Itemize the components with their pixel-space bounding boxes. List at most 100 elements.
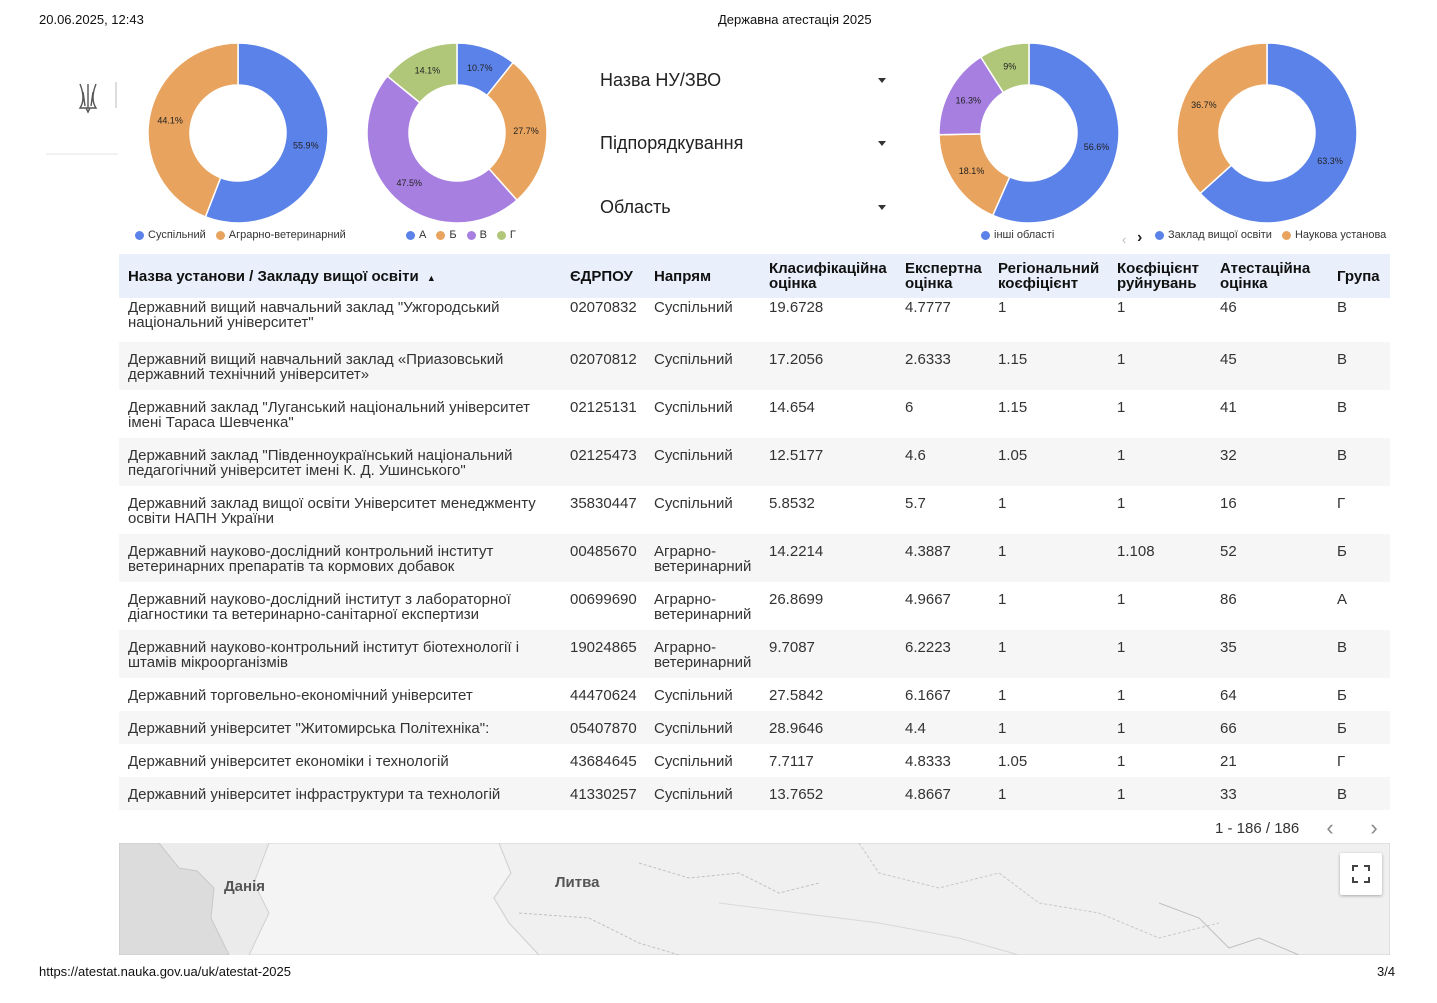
donut-slice[interactable]	[1176, 42, 1268, 195]
column-header-direction[interactable]: Напрям	[654, 268, 712, 285]
table-cell: Державний науково-контрольний інститут б…	[128, 639, 520, 671]
table-header: Назва установи / Закладу вищої освіти ▲ …	[119, 254, 1390, 298]
column-header-name[interactable]: Назва установи / Закладу вищої освіти ▲	[128, 269, 436, 286]
table-cell: 1	[998, 639, 1007, 656]
legend-item[interactable]: Б	[436, 229, 457, 241]
table-cell: 1.05	[998, 447, 1028, 464]
table-cell: Державний університет "Житомирська Політ…	[128, 720, 490, 737]
donut-slice[interactable]	[147, 42, 239, 218]
table-cell: Державний університет економіки і технол…	[128, 753, 449, 770]
filter-institution-name[interactable]: Назва НУ/ЗВО	[600, 65, 890, 95]
table-row[interactable]: Державний науково-дослідний інститут з л…	[119, 582, 1390, 630]
map-view[interactable]: Данія Литва	[119, 843, 1390, 955]
filter-subordination[interactable]: Підпорядкування	[600, 128, 890, 158]
column-header-edrpou[interactable]: ЄДРПОУ	[570, 268, 633, 285]
donut-slice[interactable]	[979, 42, 1030, 94]
table-cell: 33	[1220, 786, 1237, 803]
legend-dot	[1281, 230, 1291, 240]
table-row[interactable]: Державний університет економіки і технол…	[119, 744, 1390, 777]
table-cell: 02125131	[570, 399, 637, 416]
legend-next-icon[interactable]: ›	[1137, 229, 1143, 246]
filter-region[interactable]: Область	[600, 192, 890, 222]
table-row[interactable]: Державний заклад вищої освіти Університе…	[119, 486, 1390, 534]
column-header-destruction[interactable]: Коєфіцієнт руйнувань	[1117, 260, 1199, 292]
table-row[interactable]: Державний торговельно-економічний універ…	[119, 678, 1390, 711]
table-cell: 1	[1117, 399, 1126, 416]
donut-slice-label: 44.1%	[157, 115, 183, 125]
column-header-attestation[interactable]: Атестаційна оцінка	[1220, 260, 1311, 292]
donut-slice[interactable]	[485, 61, 548, 202]
table-row[interactable]: Державний науково-контрольний інститут б…	[119, 630, 1390, 678]
table-cell: 1	[998, 495, 1007, 512]
table-row[interactable]: Державний заклад "Південноукраїнський на…	[119, 438, 1390, 486]
table-cell: 28.9646	[769, 720, 824, 737]
dropdown-arrow-icon	[878, 140, 886, 146]
table-cell: 1	[1117, 351, 1126, 368]
table-cell: 46	[1220, 299, 1237, 316]
legend-item[interactable]: інші області	[981, 229, 1054, 241]
table-cell: Державний науково-дослідний інститут з л…	[128, 591, 511, 623]
table-cell: Аграрно-ветеринарний	[654, 543, 752, 575]
column-header-expert[interactable]: Експертна оцінка	[905, 260, 982, 292]
table-cell: 19.6728	[769, 299, 824, 316]
table-row[interactable]: Державний вищий навчальний заклад «Приаз…	[119, 342, 1390, 390]
table-body: Державний вищий навчальний заклад "Ужгор…	[119, 298, 1390, 810]
map-background	[119, 843, 1390, 955]
table-cell: Аграрно-ветеринарний	[654, 639, 752, 671]
column-header-regional[interactable]: Регіональний коєфіцієнт	[998, 260, 1100, 292]
table-cell: 1.05	[998, 753, 1028, 770]
table-cell: 1	[1117, 591, 1126, 608]
donut-slice[interactable]	[1199, 42, 1358, 224]
legend-item[interactable]: Аграрно-ветеринарний	[215, 229, 346, 241]
donut-slice-label: 18.1%	[959, 166, 985, 176]
table-cell: 4.8333	[905, 753, 951, 770]
fullscreen-button[interactable]	[1340, 853, 1382, 895]
column-header-group[interactable]: Група	[1337, 268, 1380, 285]
table-cell: 1	[1117, 447, 1126, 464]
table-cell: 4.3887	[905, 543, 951, 560]
donut-slice-label: 56.6%	[1084, 142, 1110, 152]
map-label-denmark: Данія	[224, 878, 266, 895]
legend-item[interactable]: Суспільний	[135, 229, 206, 241]
table-cell: Суспільний	[654, 687, 733, 704]
table-row[interactable]: Державний університет інфраструктури та …	[119, 777, 1390, 810]
donut-slice[interactable]	[366, 75, 519, 224]
legend-group: А Б В Г	[406, 229, 516, 241]
table-cell: Державний заклад вищої освіти Університе…	[128, 495, 536, 527]
table-row[interactable]: Державний університет "Житомирська Політ…	[119, 711, 1390, 744]
donut-slice[interactable]	[204, 42, 329, 224]
donut-slice-label: 9%	[1003, 62, 1016, 72]
table-cell: 1	[998, 299, 1007, 316]
filter-label: Назва НУ/ЗВО	[600, 69, 722, 90]
table-cell: В	[1337, 447, 1348, 464]
table-cell: 27.5842	[769, 687, 824, 704]
chevron-right-icon[interactable]: ›	[1370, 815, 1378, 840]
table-cell: 1.15	[998, 351, 1028, 368]
legend-item[interactable]: А	[406, 229, 426, 241]
donut-slice[interactable]	[386, 42, 458, 104]
table-row[interactable]: Державний заклад "Луганський національни…	[119, 390, 1390, 438]
chevron-left-icon[interactable]: ‹	[1326, 815, 1334, 840]
table-cell: Суспільний	[654, 399, 733, 416]
table-cell: Аграрно-ветеринарний	[654, 591, 752, 623]
legend-item[interactable]: Г	[496, 229, 516, 241]
legend-item[interactable]: В	[466, 229, 487, 241]
table-cell: Г	[1337, 495, 1346, 512]
table-cell: 41330257	[570, 786, 637, 803]
legend-prev-icon[interactable]: ‹	[1122, 232, 1127, 247]
fullscreen-icon	[1352, 865, 1370, 883]
legend-direction: Суспільний Аграрно-ветеринарний	[135, 229, 346, 241]
table-row[interactable]: Державний науково-дослідний контрольний …	[119, 534, 1390, 582]
legend-item[interactable]: Заклад вищої освіти	[1155, 229, 1272, 241]
legend-dot	[215, 230, 225, 240]
column-header-classification[interactable]: Класифікаційна оцінка	[769, 260, 887, 292]
table-row[interactable]: Державний вищий навчальний заклад "Ужгор…	[119, 298, 1390, 342]
table-cell: Державний університет інфраструктури та …	[128, 786, 501, 803]
table-cell: 44470624	[570, 687, 637, 704]
table-cell: В	[1337, 299, 1348, 316]
table-cell: Державний науково-дослідний контрольний …	[128, 543, 494, 575]
legend-dot	[981, 230, 990, 240]
donut-slice[interactable]	[991, 42, 1120, 224]
table-cell: Державний заклад "Луганський національни…	[128, 399, 530, 431]
legend-item[interactable]: Наукова установа	[1281, 229, 1386, 241]
